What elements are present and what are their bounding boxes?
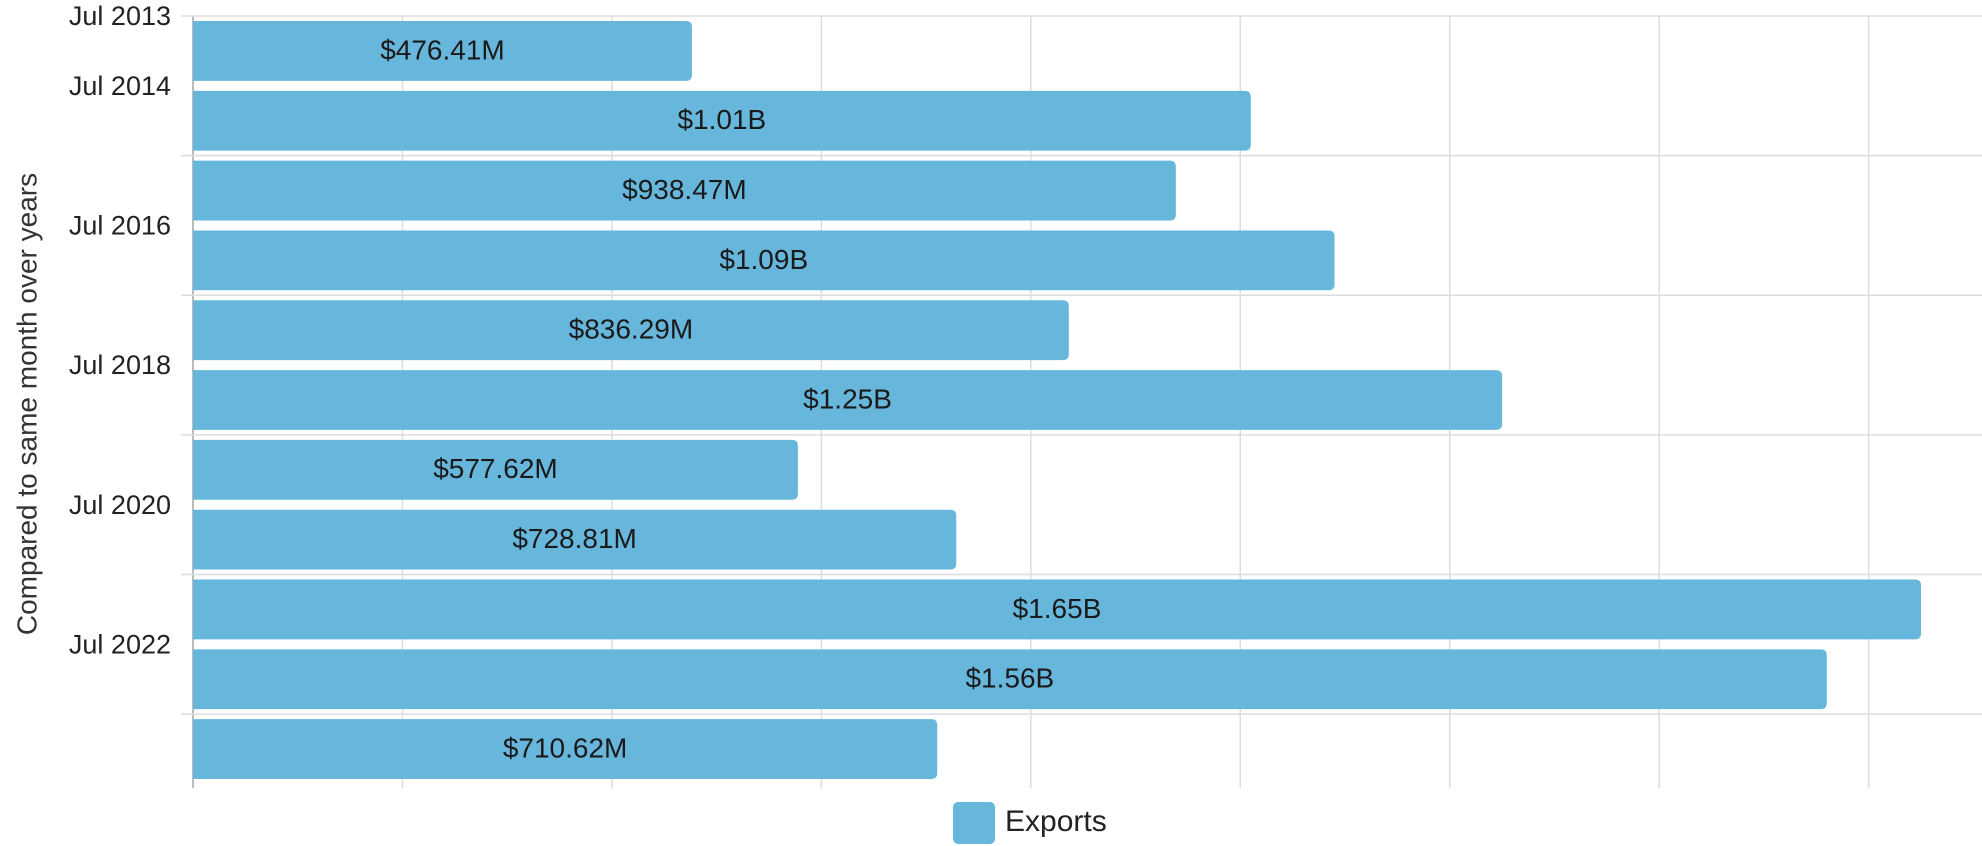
bar-value-label: $577.62M — [433, 453, 558, 484]
y-tick-label: Jul 2022 — [69, 629, 171, 659]
bar[interactable] — [193, 230, 1335, 291]
legend-label-exports[interactable]: Exports — [1005, 805, 1107, 838]
y-tick-label: Jul 2018 — [69, 350, 171, 380]
bar-value-label: $1.65B — [1013, 593, 1102, 624]
bar-value-label: $938.47M — [622, 174, 747, 205]
bar-value-label: $1.56B — [965, 663, 1054, 694]
y-tick-label: Jul 2013 — [69, 1, 171, 31]
bar-value-label: $476.41M — [380, 34, 505, 65]
bar[interactable] — [193, 509, 957, 570]
bar-value-label: $1.25B — [803, 383, 892, 414]
bar[interactable] — [193, 719, 938, 779]
legend-swatch-exports[interactable] — [953, 802, 995, 844]
bar-series-exports — [193, 21, 1921, 779]
bar-value-label: $710.62M — [503, 732, 628, 763]
bar[interactable] — [193, 21, 692, 81]
bar[interactable] — [193, 90, 1251, 151]
bar[interactable] — [193, 579, 1921, 640]
bar-value-label: $1.01B — [677, 104, 766, 135]
y-tick-label: Jul 2014 — [69, 71, 171, 101]
y-tick-label: Jul 2016 — [69, 211, 171, 241]
bar-value-labels: $476.41M $1.01B $938.47M $1.09B $836.29M $1.2… — [380, 34, 1101, 763]
bar[interactable] — [193, 370, 1503, 430]
bar[interactable] — [193, 649, 1827, 710]
bar[interactable] — [193, 160, 1176, 221]
bar[interactable] — [193, 300, 1069, 361]
bar[interactable] — [193, 439, 798, 500]
bar-value-label: $728.81M — [512, 523, 637, 554]
y-axis-tick-labels: Jul 2013 Jul 2014 Jul 2016 Jul 2018 Jul 2020… — [69, 1, 171, 659]
y-axis-title: Compared to same month over years — [11, 173, 42, 635]
bar-value-label: $836.29M — [569, 314, 694, 345]
bar-value-label: $1.09B — [719, 244, 808, 275]
y-tick-label: Jul 2020 — [69, 490, 171, 520]
legend[interactable]: Exports — [953, 802, 1107, 844]
